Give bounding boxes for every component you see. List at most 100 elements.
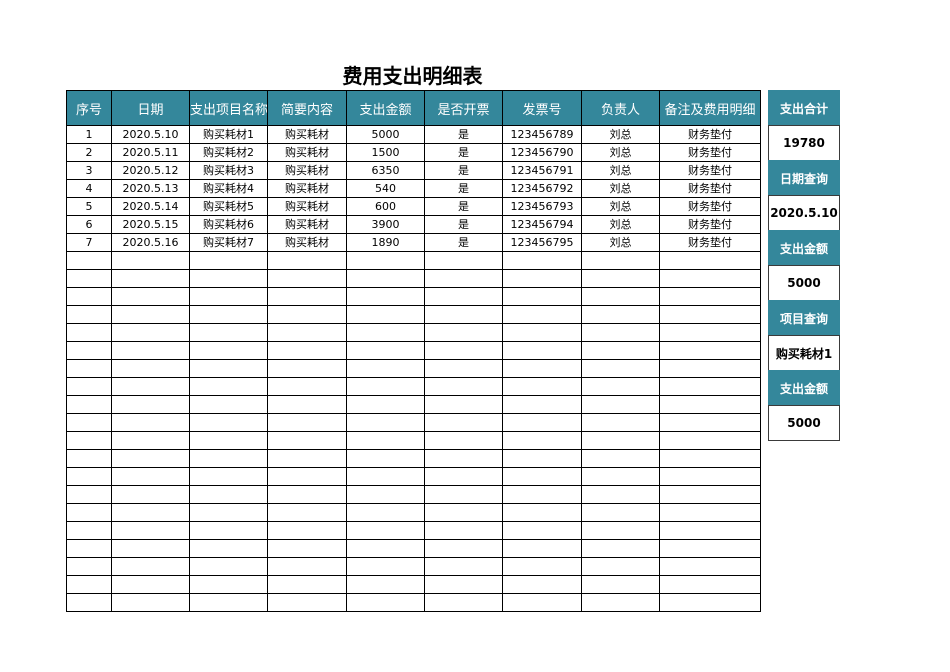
empty-cell[interactable]	[502, 485, 582, 504]
empty-cell[interactable]	[267, 449, 347, 468]
cell-invoiced[interactable]: 是	[424, 233, 503, 252]
empty-cell[interactable]	[267, 467, 347, 486]
empty-cell[interactable]	[111, 557, 190, 576]
cell-notes[interactable]: 财务垫付	[659, 125, 761, 144]
empty-cell[interactable]	[189, 593, 268, 612]
empty-cell[interactable]	[66, 305, 112, 324]
empty-cell[interactable]	[502, 341, 582, 360]
empty-cell[interactable]	[581, 251, 660, 270]
empty-cell[interactable]	[581, 431, 660, 450]
empty-cell[interactable]	[66, 575, 112, 594]
empty-cell[interactable]	[111, 341, 190, 360]
empty-cell[interactable]	[189, 557, 268, 576]
empty-cell[interactable]	[659, 269, 761, 288]
empty-cell[interactable]	[267, 539, 347, 558]
empty-cell[interactable]	[659, 557, 761, 576]
cell-invoice-no[interactable]: 123456792	[502, 179, 582, 198]
cell-date[interactable]: 2020.5.14	[111, 197, 190, 216]
cell-summary[interactable]: 购买耗材	[267, 179, 347, 198]
empty-cell[interactable]	[189, 287, 268, 306]
empty-cell[interactable]	[346, 305, 425, 324]
empty-cell[interactable]	[581, 323, 660, 342]
cell-amount[interactable]: 3900	[346, 215, 425, 234]
cell-owner[interactable]: 刘总	[581, 215, 660, 234]
empty-cell[interactable]	[502, 395, 582, 414]
empty-cell[interactable]	[424, 341, 503, 360]
empty-cell[interactable]	[424, 521, 503, 540]
cell-invoiced[interactable]: 是	[424, 215, 503, 234]
col-header-notes[interactable]: 备注及费用明细	[659, 90, 761, 126]
empty-cell[interactable]	[267, 305, 347, 324]
empty-cell[interactable]	[424, 251, 503, 270]
empty-cell[interactable]	[66, 503, 112, 522]
empty-cell[interactable]	[424, 539, 503, 558]
empty-cell[interactable]	[66, 323, 112, 342]
cell-item-name[interactable]: 购买耗材3	[189, 161, 268, 180]
empty-cell[interactable]	[346, 395, 425, 414]
empty-cell[interactable]	[111, 593, 190, 612]
empty-cell[interactable]	[659, 413, 761, 432]
empty-cell[interactable]	[659, 539, 761, 558]
empty-cell[interactable]	[424, 485, 503, 504]
cell-invoiced[interactable]: 是	[424, 125, 503, 144]
cell-amount[interactable]: 6350	[346, 161, 425, 180]
empty-cell[interactable]	[267, 269, 347, 288]
empty-cell[interactable]	[581, 449, 660, 468]
empty-cell[interactable]	[424, 413, 503, 432]
cell-summary[interactable]: 购买耗材	[267, 233, 347, 252]
cell-owner[interactable]: 刘总	[581, 179, 660, 198]
col-header-invoice-no[interactable]: 发票号	[502, 90, 582, 126]
empty-cell[interactable]	[111, 251, 190, 270]
cell-date[interactable]: 2020.5.13	[111, 179, 190, 198]
cell-invoice-no[interactable]: 123456790	[502, 143, 582, 162]
empty-cell[interactable]	[189, 449, 268, 468]
empty-cell[interactable]	[346, 575, 425, 594]
empty-cell[interactable]	[424, 575, 503, 594]
empty-cell[interactable]	[346, 413, 425, 432]
empty-cell[interactable]	[659, 521, 761, 540]
cell-item-name[interactable]: 购买耗材6	[189, 215, 268, 234]
empty-cell[interactable]	[659, 305, 761, 324]
empty-cell[interactable]	[111, 521, 190, 540]
empty-cell[interactable]	[66, 287, 112, 306]
empty-cell[interactable]	[189, 305, 268, 324]
date-query-input[interactable]: 2020.5.10	[768, 195, 840, 231]
empty-cell[interactable]	[66, 251, 112, 270]
empty-cell[interactable]	[424, 557, 503, 576]
empty-cell[interactable]	[267, 557, 347, 576]
empty-cell[interactable]	[66, 341, 112, 360]
cell-summary[interactable]: 购买耗材	[267, 161, 347, 180]
cell-index[interactable]: 6	[66, 215, 112, 234]
empty-cell[interactable]	[189, 485, 268, 504]
empty-cell[interactable]	[502, 593, 582, 612]
empty-cell[interactable]	[111, 323, 190, 342]
empty-cell[interactable]	[502, 359, 582, 378]
cell-invoice-no[interactable]: 123456793	[502, 197, 582, 216]
cell-item-name[interactable]: 购买耗材2	[189, 143, 268, 162]
empty-cell[interactable]	[424, 503, 503, 522]
col-header-item-name[interactable]: 支出项目名称	[189, 90, 268, 126]
empty-cell[interactable]	[581, 503, 660, 522]
empty-cell[interactable]	[66, 431, 112, 450]
empty-cell[interactable]	[659, 593, 761, 612]
cell-notes[interactable]: 财务垫付	[659, 143, 761, 162]
empty-cell[interactable]	[346, 593, 425, 612]
cell-invoice-no[interactable]: 123456791	[502, 161, 582, 180]
empty-cell[interactable]	[659, 467, 761, 486]
empty-cell[interactable]	[581, 575, 660, 594]
empty-cell[interactable]	[189, 431, 268, 450]
cell-owner[interactable]: 刘总	[581, 125, 660, 144]
empty-cell[interactable]	[66, 557, 112, 576]
empty-cell[interactable]	[66, 377, 112, 396]
empty-cell[interactable]	[502, 575, 582, 594]
empty-cell[interactable]	[502, 287, 582, 306]
empty-cell[interactable]	[424, 395, 503, 414]
date-amount-value[interactable]: 5000	[768, 265, 840, 301]
empty-cell[interactable]	[424, 467, 503, 486]
empty-cell[interactable]	[581, 413, 660, 432]
cell-date[interactable]: 2020.5.15	[111, 215, 190, 234]
empty-cell[interactable]	[189, 359, 268, 378]
empty-cell[interactable]	[659, 575, 761, 594]
cell-index[interactable]: 7	[66, 233, 112, 252]
empty-cell[interactable]	[659, 359, 761, 378]
